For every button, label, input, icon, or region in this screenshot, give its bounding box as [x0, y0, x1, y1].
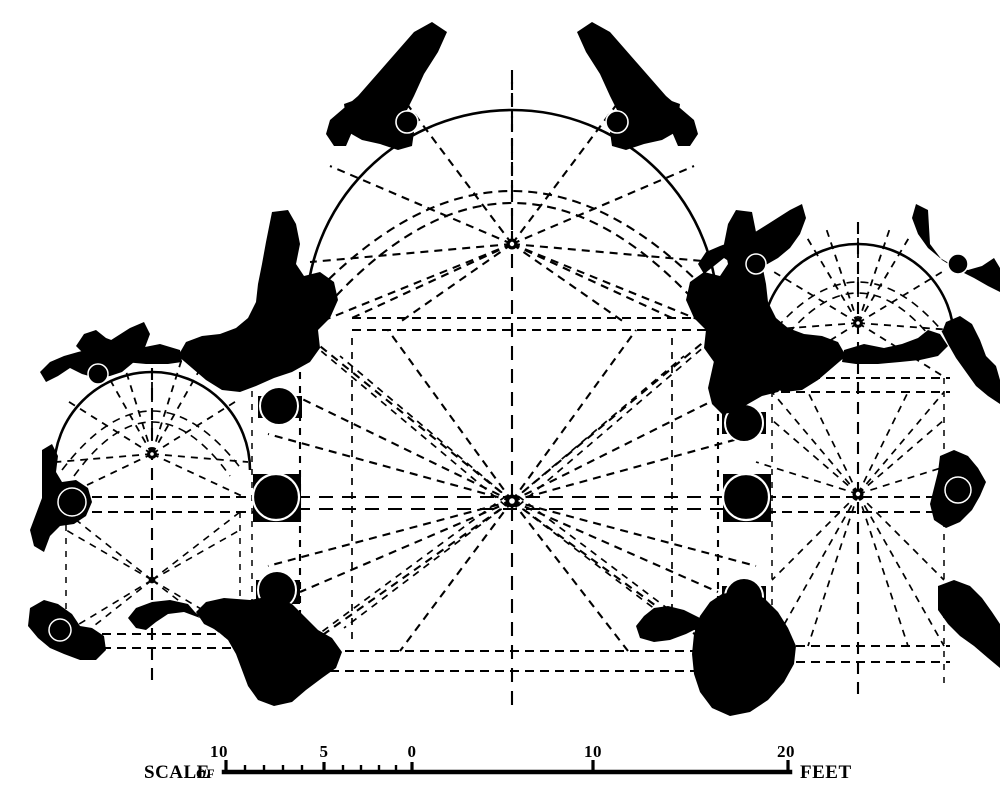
pier-cluster-sw — [196, 596, 342, 706]
scale-tick-label-20: 20 — [777, 742, 795, 761]
scale-unit-label: FEET — [800, 762, 852, 783]
right-apse-radiating-ribs — [763, 222, 953, 379]
pier-right-mid-shaft — [721, 472, 771, 522]
left-chapel-quadripartite-ribs — [65, 511, 241, 649]
scale-tick-label-5: 5 — [320, 742, 329, 761]
pier-cluster-ne-arm — [842, 330, 948, 364]
main-apse-wall-ribs — [317, 190, 707, 297]
pier-cluster-nw — [178, 210, 338, 392]
pier-cluster-se-arm — [636, 606, 700, 642]
main-apse-outer-arc — [304, 108, 720, 317]
shaft-right-east — [944, 476, 972, 504]
boss-main-apse — [506, 238, 518, 250]
vault-bosses — [147, 238, 864, 584]
pier-nw-shaft — [259, 386, 299, 426]
scale-minor-ticks — [243, 765, 398, 772]
scale-of-label: OF — [196, 766, 215, 781]
left-apse-outer-arc — [52, 370, 252, 471]
boss-left-chapel — [148, 576, 156, 584]
buttress-right-chapel-nw — [698, 204, 806, 274]
right-chapel-stellar-ribs — [755, 391, 961, 647]
shaft-right-chapel-nw — [745, 253, 767, 275]
shaft-left-sw — [48, 618, 72, 642]
shaft-apse-ne — [605, 110, 629, 134]
scale-tick-label-10-right: 10 — [584, 742, 602, 761]
wall-shaft-right-east-upper — [942, 316, 1000, 404]
scale-major-ticks — [224, 760, 790, 772]
masonry-walls-and-buttresses — [28, 22, 1000, 716]
shaft-left-west — [57, 487, 87, 517]
pier-cluster-right-chapel-nw — [708, 296, 792, 414]
left-apse-radiating-ribs — [55, 346, 249, 498]
vault-rib-network — [55, 70, 961, 710]
boss-right-apse — [853, 318, 863, 328]
pier-left-mid-shaft — [251, 472, 301, 522]
left-apse-wall-ribs — [61, 410, 243, 477]
scale-prefix-label: SCALE — [144, 762, 210, 783]
boss-left-apse — [147, 449, 157, 459]
boss-main-crossing — [505, 494, 519, 508]
pier-cluster-sw-arm — [128, 600, 200, 630]
scale-bar: SCALE OF FEET 10 5 0 10 20 — [144, 742, 852, 783]
buttress-apse-nw-lower — [344, 96, 414, 150]
main-crossing-radiating-ribs — [267, 329, 757, 652]
scale-tick-label-10-left: 10 — [210, 742, 228, 761]
buttress-apse-ne-lower — [610, 96, 680, 150]
right-apse-outer-arc — [760, 242, 956, 341]
vault-outer-arcs — [52, 108, 956, 471]
main-crossing-lierne-ribs — [307, 339, 713, 643]
buttress-left-chapel-n — [40, 322, 150, 382]
boss-right-crossing — [852, 488, 864, 500]
pier-cluster-se — [692, 590, 796, 716]
main-apse-radiating-ribs — [299, 76, 725, 331]
buttress-right-chapel-ne — [912, 204, 1000, 292]
right-apse-wall-ribs — [767, 281, 949, 345]
shaft-apse-nw — [395, 110, 419, 134]
buttress-right-se — [938, 580, 1000, 668]
scale-tick-label-0: 0 — [408, 742, 417, 761]
shaft-right-chapel-ne — [947, 253, 969, 275]
shaft-left-chapel-n — [87, 363, 109, 385]
